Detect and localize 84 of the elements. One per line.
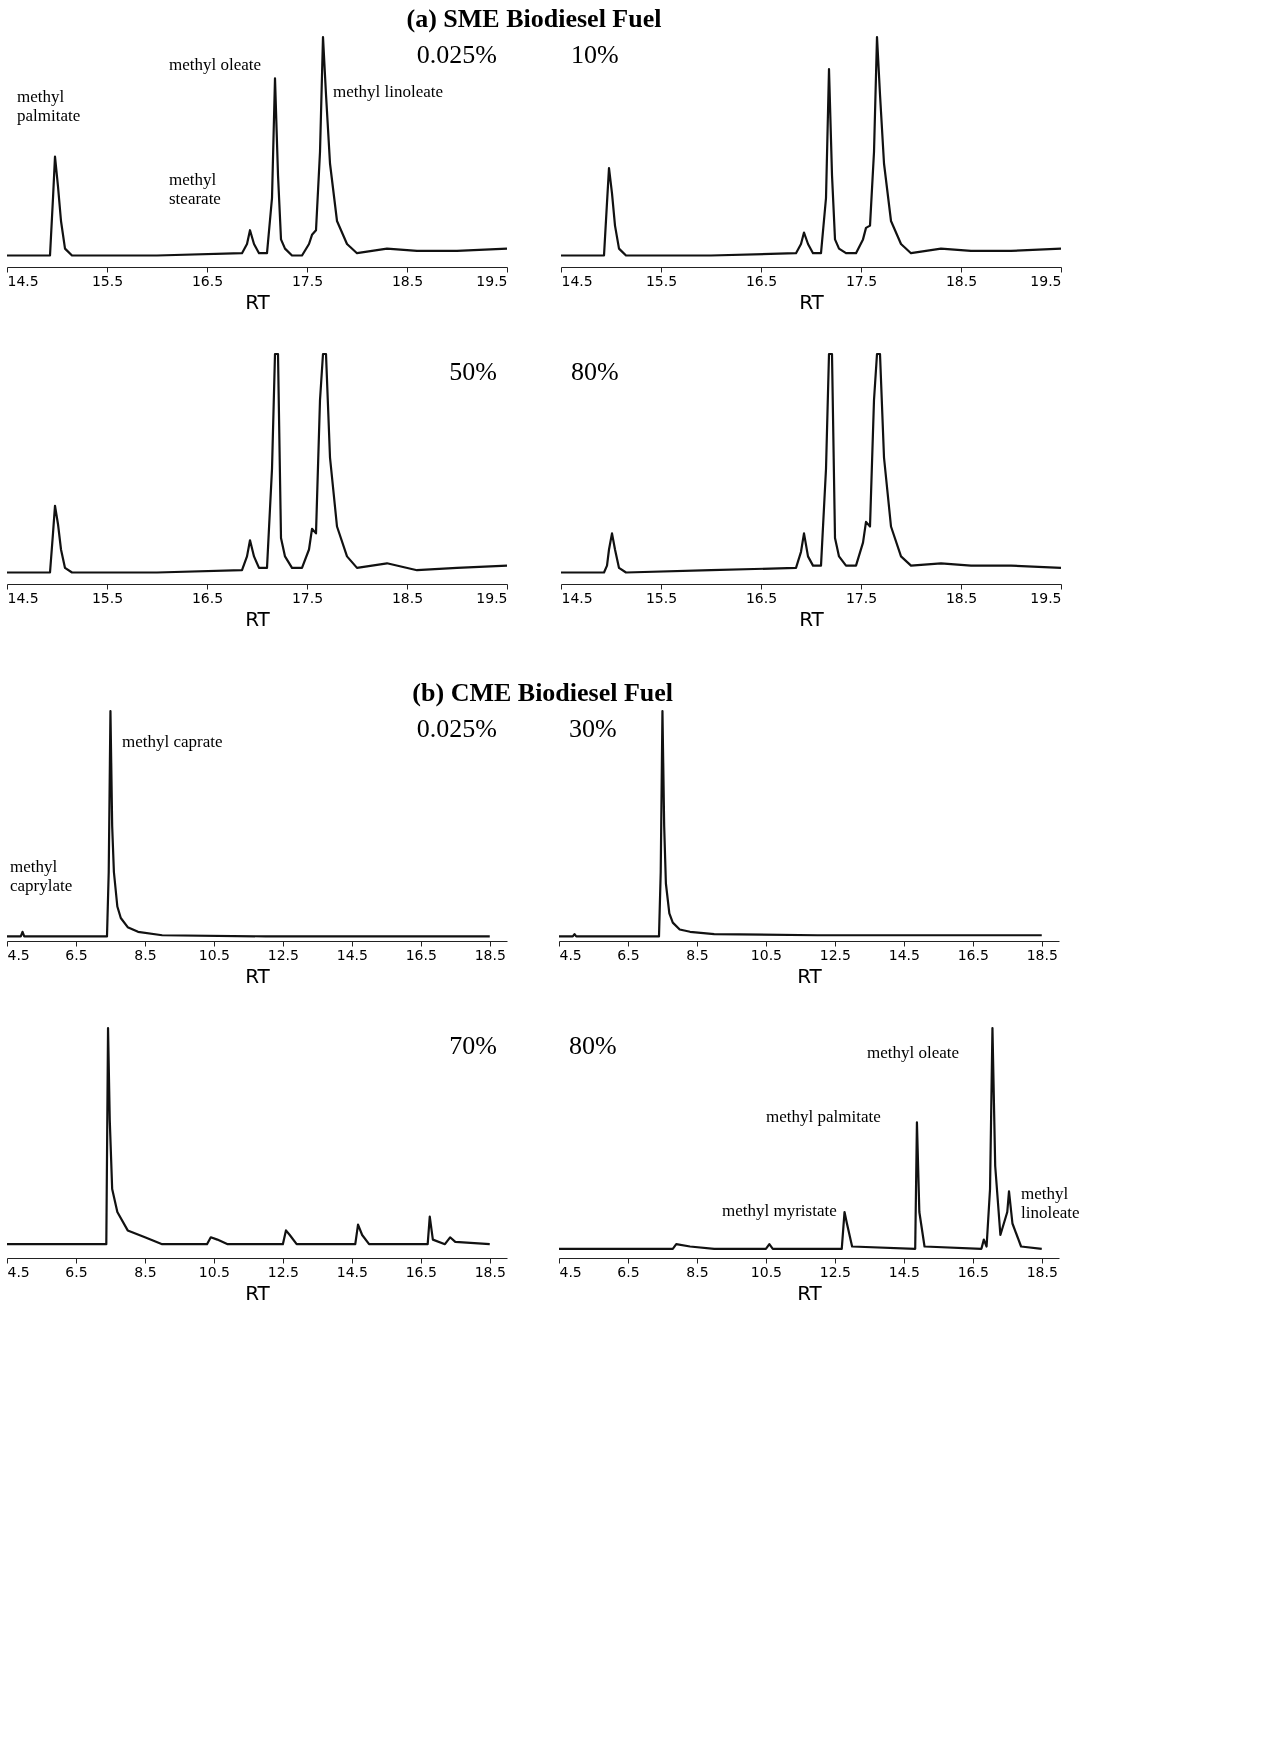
- x-tick-label: 14.5: [7, 272, 39, 289]
- x-tick-label: 12.5: [267, 946, 299, 963]
- x-axis-title: RT: [245, 289, 271, 314]
- chart-title: (b) CME Biodiesel Fuel: [412, 677, 674, 707]
- x-tick-label: 14.5: [7, 589, 39, 606]
- annotation: methyl caprate: [122, 732, 223, 751]
- x-tick-label: 15.5: [91, 589, 124, 606]
- x-tick-label: 17.5: [291, 589, 324, 606]
- x-tick-label: 12.5: [819, 946, 851, 963]
- x-tick-label: 16.5: [957, 1263, 989, 1280]
- x-tick-label: 17.5: [291, 272, 324, 289]
- annotation: methyl linoleate: [333, 82, 443, 101]
- annotation: methyl palmitate: [766, 1107, 881, 1126]
- x-tick-label: 14.5: [888, 1263, 920, 1280]
- x-tick-label: 19.5: [476, 589, 508, 606]
- x-axis-title: RT: [799, 289, 825, 314]
- x-tick-label: 18.5: [945, 272, 978, 289]
- annotation: 80%: [569, 1031, 617, 1060]
- x-axis-title: RT: [245, 1280, 271, 1305]
- x-tick-label: 16.5: [191, 589, 224, 606]
- x-tick-label: 14.5: [336, 1263, 368, 1280]
- x-axis-title: RT: [797, 963, 823, 988]
- x-tick-label: 18.5: [474, 946, 506, 963]
- x-tick-label: 4.5: [559, 946, 582, 963]
- x-tick-label: 16.5: [745, 272, 778, 289]
- x-tick-label: 18.5: [391, 589, 424, 606]
- annotation: 30%: [569, 714, 617, 743]
- annotation: 10%: [571, 40, 619, 69]
- x-axis-title: RT: [799, 606, 825, 631]
- x-tick-label: 6.5: [617, 1263, 640, 1280]
- x-tick-label: 15.5: [645, 589, 678, 606]
- annotation: methyl stearate: [169, 170, 221, 208]
- x-tick-label: 14.5: [888, 946, 920, 963]
- annotation: methyl oleate: [169, 55, 262, 74]
- x-tick-label: 14.5: [336, 946, 368, 963]
- x-tick-label: 10.5: [750, 946, 782, 963]
- x-tick-label: 8.5: [134, 946, 157, 963]
- x-tick-label: 19.5: [1030, 589, 1062, 606]
- x-tick-label: 12.5: [819, 1263, 851, 1280]
- x-tick-label: 12.5: [267, 1263, 299, 1280]
- x-tick-label: 19.5: [1030, 272, 1062, 289]
- x-tick-label: 8.5: [134, 1263, 157, 1280]
- x-tick-label: 8.5: [686, 946, 709, 963]
- x-tick-label: 15.5: [91, 272, 124, 289]
- annotation: methyl palmitate: [17, 87, 81, 125]
- annotation: 0.025%: [416, 40, 497, 69]
- x-axis-title: RT: [797, 1280, 823, 1305]
- x-tick-label: 16.5: [957, 946, 989, 963]
- annotation: methyl linoleate: [1021, 1184, 1080, 1222]
- x-tick-label: 18.5: [1026, 946, 1058, 963]
- x-tick-label: 15.5: [645, 272, 678, 289]
- x-tick-label: 6.5: [617, 946, 640, 963]
- x-tick-label: 6.5: [65, 946, 88, 963]
- annotation: methyl oleate: [867, 1043, 960, 1062]
- x-tick-label: 18.5: [391, 272, 424, 289]
- annotation: 80%: [571, 357, 619, 386]
- x-tick-label: 10.5: [750, 1263, 782, 1280]
- annotation: methyl myristate: [722, 1201, 837, 1220]
- x-tick-label: 18.5: [945, 589, 978, 606]
- x-tick-label: 14.5: [561, 589, 593, 606]
- x-tick-label: 4.5: [7, 946, 30, 963]
- x-tick-label: 10.5: [198, 1263, 230, 1280]
- annotation: 0.025%: [416, 714, 497, 743]
- annotation: 70%: [449, 1031, 497, 1060]
- annotation: methyl caprylate: [10, 857, 73, 895]
- x-tick-label: 14.5: [561, 272, 593, 289]
- x-tick-label: 16.5: [745, 589, 778, 606]
- x-axis-title: RT: [245, 606, 271, 631]
- x-tick-label: 18.5: [474, 1263, 506, 1280]
- x-tick-label: 18.5: [1026, 1263, 1058, 1280]
- x-tick-label: 17.5: [845, 589, 878, 606]
- x-tick-label: 4.5: [7, 1263, 30, 1280]
- x-tick-label: 4.5: [559, 1263, 582, 1280]
- annotation: 50%: [449, 357, 497, 386]
- x-axis-title: RT: [245, 963, 271, 988]
- x-tick-label: 19.5: [476, 272, 508, 289]
- x-tick-label: 6.5: [65, 1263, 88, 1280]
- x-tick-label: 16.5: [191, 272, 224, 289]
- x-tick-label: 16.5: [405, 1263, 437, 1280]
- x-tick-label: 8.5: [686, 1263, 709, 1280]
- x-tick-label: 16.5: [405, 946, 437, 963]
- x-tick-label: 10.5: [198, 946, 230, 963]
- x-tick-label: 17.5: [845, 272, 878, 289]
- chart-title: (a) SME Biodiesel Fuel: [406, 3, 662, 33]
